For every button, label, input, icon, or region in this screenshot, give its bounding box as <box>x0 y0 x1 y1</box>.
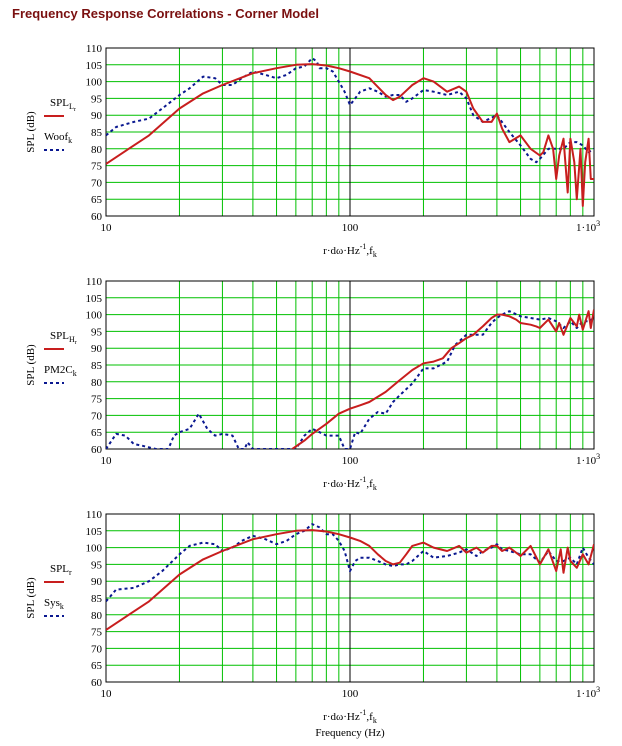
y-tick-label: 85 <box>91 360 103 372</box>
y-tick-label: 85 <box>91 593 103 605</box>
y-tick-label: 100 <box>86 543 103 555</box>
y-tick-label: 80 <box>91 144 103 156</box>
chart-panel-3: 60 65 70 75 80 85 90 95 100 105 110 10 100 1·103 r·dω·… <box>25 509 600 725</box>
series-line-spl-lr <box>106 63 594 207</box>
y-tick-label: 110 <box>86 43 103 55</box>
legend-label: Sysk <box>44 597 64 611</box>
chart-panel-2: 60 65 70 75 80 85 90 95 100 105 110 10 100 1·103 r·dω·… <box>25 276 600 492</box>
series-line-pm2c-k <box>106 310 594 449</box>
y-axis-label: SPL (dB) <box>25 344 37 386</box>
x-axis-label: r·dω·Hz-1,fk <box>323 242 377 259</box>
legend-label: PM2Ck <box>44 364 77 378</box>
y-axis-label: SPL (dB) <box>25 111 37 153</box>
y-tick-label: 60 <box>91 444 103 456</box>
y-tick-label: 85 <box>91 127 103 139</box>
series-line-spl-r <box>106 529 594 631</box>
x-tick-label: 1·103 <box>576 452 600 467</box>
y-tick-label: 65 <box>91 194 103 206</box>
y-tick-label: 110 <box>86 276 103 288</box>
y-tick-label: 95 <box>91 559 103 571</box>
y-tick-label: 105 <box>86 60 103 72</box>
y-tick-label: 75 <box>91 394 103 406</box>
legend-label: SPLHr <box>50 330 77 346</box>
plot-frame <box>105 47 595 217</box>
page-title: Frequency Response Correlations - Corner… <box>12 6 320 21</box>
y-tick-label: 65 <box>91 427 103 439</box>
y-tick-label: 100 <box>86 77 103 89</box>
chart-panel-1: 60 65 70 75 80 85 90 95 100 105 110 10 100 1·103 r·dω·… <box>25 43 600 259</box>
y-tick-label: 65 <box>91 660 103 672</box>
x-tick-label: 10 <box>101 688 113 700</box>
legend-label: SPLr <box>50 563 72 577</box>
x-tick-label: 10 <box>101 455 113 467</box>
y-tick-label: 90 <box>91 343 103 355</box>
y-tick-label: 80 <box>91 377 103 389</box>
x-axis-label: r·dω·Hz-1,fk <box>323 475 377 492</box>
y-tick-label: 95 <box>91 93 103 105</box>
x-tick-label: 100 <box>342 222 359 234</box>
x-tick-label: 100 <box>342 688 359 700</box>
y-tick-label: 80 <box>91 610 103 622</box>
x-tick-label: 10 <box>101 222 113 234</box>
series-line-spl-hr <box>291 309 594 449</box>
y-tick-label: 70 <box>91 177 103 189</box>
y-tick-label: 95 <box>91 326 103 338</box>
y-tick-label: 60 <box>91 211 103 223</box>
x-tick-label: 1·103 <box>576 685 600 700</box>
y-axis-label: SPL (dB) <box>25 577 37 619</box>
y-tick-label: 75 <box>91 627 103 639</box>
y-tick-label: 105 <box>86 293 103 305</box>
legend-label: SPLLr <box>50 97 76 113</box>
x-tick-label: 1·103 <box>576 219 600 234</box>
y-tick-label: 70 <box>91 410 103 422</box>
y-tick-label: 75 <box>91 161 103 173</box>
y-tick-label: 90 <box>91 110 103 122</box>
y-tick-label: 105 <box>86 526 103 538</box>
y-tick-label: 60 <box>91 677 103 689</box>
y-tick-label: 70 <box>91 643 103 655</box>
y-tick-label: 110 <box>86 509 103 521</box>
x-axis-label: r·dω·Hz-1,fk <box>323 708 377 725</box>
legend-label: Woofk <box>44 131 72 145</box>
y-tick-label: 100 <box>86 310 103 322</box>
series-line-sys-k <box>106 523 594 603</box>
y-tick-label: 90 <box>91 576 103 588</box>
x-axis-caption: Frequency (Hz) <box>315 727 385 739</box>
x-tick-label: 100 <box>342 455 359 467</box>
plot-frame <box>105 280 595 450</box>
plot-frame <box>105 513 595 683</box>
